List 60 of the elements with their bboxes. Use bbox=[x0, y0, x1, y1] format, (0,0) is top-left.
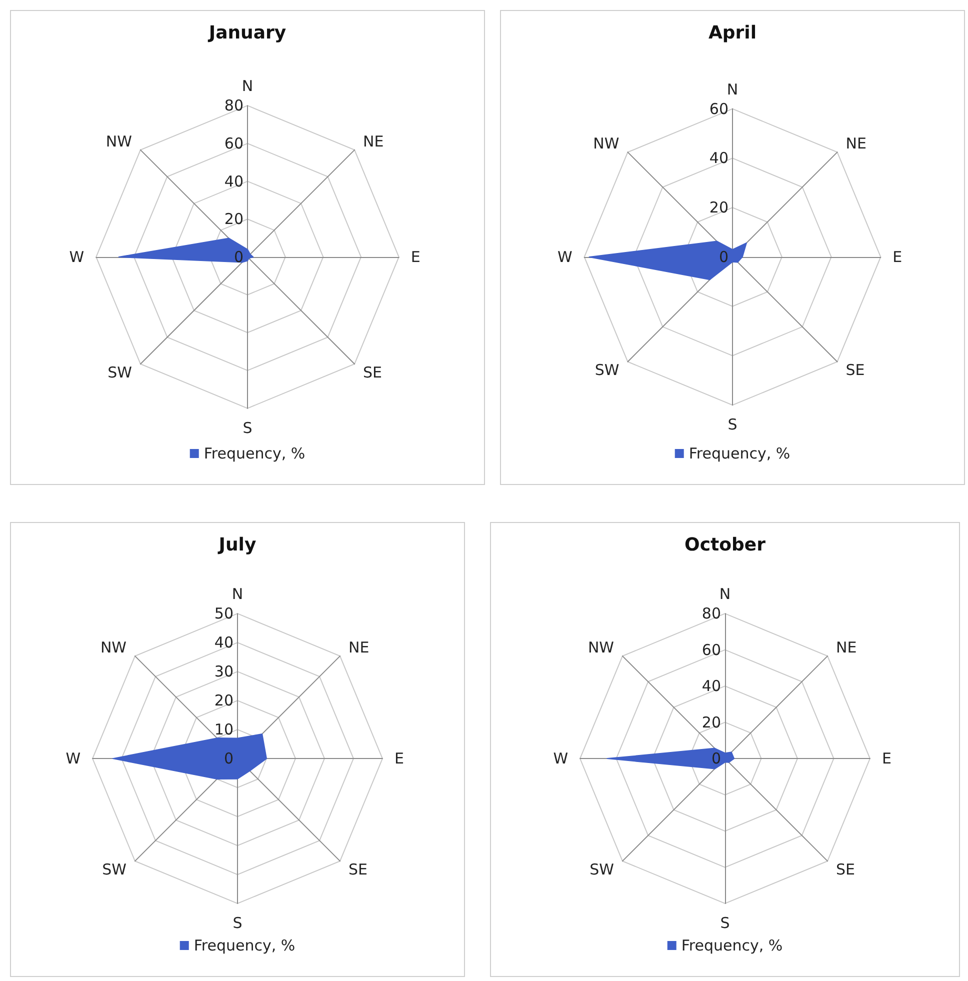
spoke-label: S bbox=[232, 914, 242, 932]
y-tick-label: 0 bbox=[711, 750, 721, 768]
spoke-label: W bbox=[557, 248, 572, 266]
y-tick-label: 20 bbox=[214, 692, 234, 710]
spoke-label: N bbox=[232, 585, 244, 604]
spoke-label: SE bbox=[836, 860, 855, 879]
legend-label: Frequency, % bbox=[204, 444, 306, 462]
spoke-label: N bbox=[726, 80, 738, 98]
y-tick-label: 60 bbox=[709, 100, 728, 118]
y-tick-label: 20 bbox=[702, 713, 721, 732]
y-tick-label: 40 bbox=[214, 634, 234, 652]
chart-title: July bbox=[216, 534, 256, 556]
y-tick-label: 50 bbox=[214, 604, 234, 623]
spoke-label: SW bbox=[590, 860, 614, 879]
y-tick-label: 40 bbox=[702, 677, 721, 696]
spoke-label: E bbox=[892, 248, 902, 266]
spoke-label: NE bbox=[348, 638, 370, 657]
spoke-label: S bbox=[728, 416, 738, 434]
spoke-label: NE bbox=[363, 132, 384, 150]
spoke-label: E bbox=[410, 248, 420, 266]
y-tick-label: 0 bbox=[234, 248, 244, 266]
legend-label: Frequency, % bbox=[194, 936, 296, 954]
spoke-label: N bbox=[719, 585, 731, 604]
spoke-label: E bbox=[882, 750, 892, 768]
y-tick-label: 20 bbox=[224, 210, 244, 228]
spoke-label: NW bbox=[106, 132, 132, 150]
spoke-label: N bbox=[242, 77, 254, 96]
spoke-label: W bbox=[553, 750, 568, 768]
spoke-label: SE bbox=[846, 361, 865, 380]
y-tick-label: 60 bbox=[224, 134, 244, 152]
chart-title: April bbox=[708, 22, 757, 44]
legend-label: Frequency, % bbox=[681, 936, 783, 954]
spoke-label: S bbox=[720, 914, 730, 932]
spoke-label: E bbox=[394, 750, 404, 768]
spoke-label: S bbox=[242, 418, 252, 437]
chart-title: January bbox=[206, 22, 286, 44]
spoke-label: SW bbox=[102, 860, 127, 879]
y-tick-label: 0 bbox=[224, 750, 234, 768]
spoke-label: SW bbox=[108, 363, 132, 382]
spoke-label: SE bbox=[348, 860, 368, 879]
spoke-label: NE bbox=[836, 638, 857, 657]
spoke-label: W bbox=[69, 248, 84, 266]
spoke-label: NW bbox=[100, 638, 127, 657]
spoke-label: SW bbox=[594, 361, 620, 380]
y-tick-label: 80 bbox=[224, 96, 244, 115]
y-tick-label: 60 bbox=[702, 640, 721, 659]
y-tick-label: 30 bbox=[214, 662, 234, 681]
legend-label: Frequency, % bbox=[688, 444, 790, 462]
spoke-label: NE bbox=[846, 134, 866, 153]
y-tick-label: 40 bbox=[709, 149, 728, 168]
y-tick-label: 20 bbox=[709, 198, 728, 217]
spoke-label: SE bbox=[363, 363, 382, 382]
y-tick-label: 40 bbox=[224, 172, 244, 190]
y-tick-label: 80 bbox=[702, 604, 721, 623]
y-tick-label: 10 bbox=[214, 720, 234, 739]
chart-title: October bbox=[684, 534, 766, 556]
spoke-label: NW bbox=[588, 638, 614, 657]
spoke-label: W bbox=[66, 750, 81, 768]
spoke-label: NW bbox=[593, 134, 620, 153]
y-tick-label: 0 bbox=[718, 248, 728, 266]
